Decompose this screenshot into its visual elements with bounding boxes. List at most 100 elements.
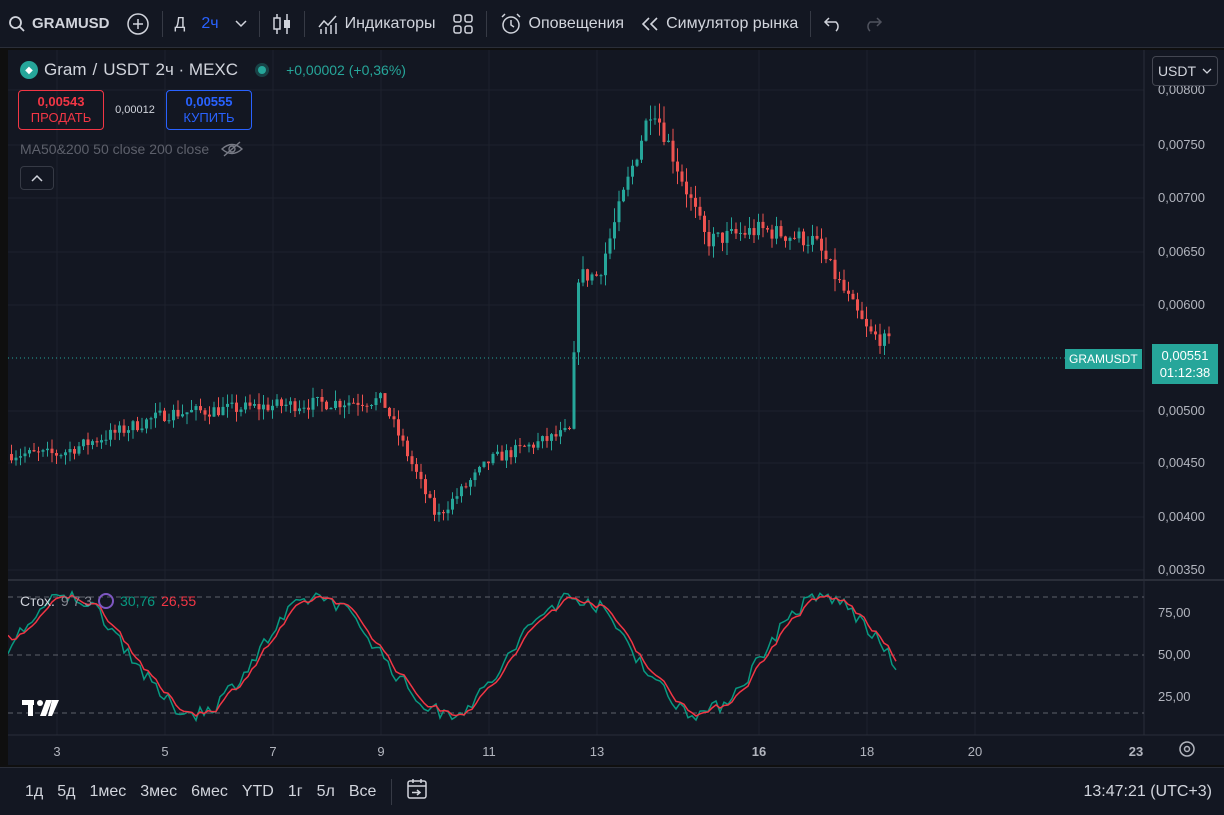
- calendar-arrow-icon: [407, 779, 428, 799]
- candle-body: [257, 404, 261, 410]
- templates-button[interactable]: [444, 0, 482, 47]
- candle-body: [626, 176, 630, 190]
- time-tick: 18: [860, 744, 874, 759]
- currency-select[interactable]: USDT: [1152, 56, 1218, 86]
- alarm-clock-icon: [501, 12, 521, 34]
- compare-button[interactable]: [118, 0, 158, 47]
- clock-timezone[interactable]: 13:47:21 (UTC+3): [1083, 768, 1212, 815]
- divider: [303, 10, 305, 37]
- undo-button[interactable]: [815, 0, 853, 47]
- collapse-legend-button[interactable]: [20, 166, 54, 190]
- candle-body: [158, 410, 162, 413]
- range-1d[interactable]: 1д: [25, 782, 44, 800]
- time-tick: 23: [1129, 744, 1143, 759]
- candle-body: [253, 404, 256, 406]
- stoch-name: Стох.: [20, 593, 55, 609]
- candle-body: [694, 197, 697, 207]
- ma-indicator-legend[interactable]: MA50&200 50 close 200 close: [20, 141, 244, 157]
- range-all[interactable]: Все: [348, 782, 377, 800]
- candle-body: [523, 445, 526, 447]
- eye-hidden-icon[interactable]: [221, 141, 244, 157]
- candle-body: [779, 226, 783, 237]
- goto-date-button[interactable]: [400, 777, 436, 806]
- indicators-button[interactable]: Индикаторы: [309, 0, 444, 47]
- candle-body: [244, 402, 247, 410]
- time-tick: 9: [377, 744, 384, 759]
- candle-body: [14, 457, 18, 461]
- market-open-dot-icon: [258, 66, 267, 74]
- range-ytd[interactable]: YTD: [241, 782, 274, 800]
- candle-body: [325, 401, 328, 410]
- rewind-icon: [641, 16, 658, 31]
- price-tick: 0,00450: [1158, 455, 1205, 470]
- candle-body: [622, 189, 625, 202]
- range-1m[interactable]: 1мес: [89, 782, 127, 800]
- buy-price: 0,00555: [185, 94, 233, 109]
- candle-body: [469, 480, 472, 487]
- candle-body: [658, 118, 661, 123]
- candle-body: [41, 450, 45, 452]
- stoch-legend[interactable]: Стох. 9 7 3 30,76 26,55: [20, 593, 196, 609]
- sell-button[interactable]: 0,00543 ПРОДАТЬ: [18, 90, 104, 130]
- chart-area[interactable]: 0,00800 0,00750 0,00700 0,00650 0,00600 …: [8, 50, 1224, 765]
- indicators-icon: [318, 15, 337, 34]
- candle-body: [37, 451, 40, 453]
- replay-button[interactable]: Симулятор рынка: [632, 0, 806, 47]
- range-5d[interactable]: 5д: [57, 782, 76, 800]
- redo-button[interactable]: [853, 0, 891, 47]
- candle-body: [775, 226, 778, 239]
- candle-body: [608, 238, 612, 254]
- range-6m[interactable]: 6мес: [191, 782, 228, 800]
- candle-body: [478, 466, 481, 473]
- range-1y[interactable]: 1г: [287, 782, 303, 800]
- candle-body: [496, 451, 499, 454]
- range-3m[interactable]: 3мес: [140, 782, 178, 800]
- buy-button[interactable]: 0,00555 КУПИТЬ: [166, 90, 252, 130]
- candle-body: [424, 479, 427, 495]
- candle-body: [77, 446, 81, 454]
- candle-body: [10, 454, 13, 461]
- candle-body: [68, 449, 72, 453]
- price-tick: 0,00500: [1158, 403, 1205, 418]
- candle-body: [793, 237, 796, 239]
- candle-body: [239, 409, 243, 412]
- candle-body: [320, 397, 324, 402]
- candle-body: [181, 414, 184, 417]
- candle-body: [406, 440, 409, 457]
- tradingview-logo-icon[interactable]: [22, 698, 60, 723]
- candle-body: [86, 439, 90, 446]
- time-tick: 11: [482, 744, 496, 759]
- price-axis[interactable]: 0,00800 0,00750 0,00700 0,00650 0,00600 …: [1158, 82, 1205, 577]
- candle-body: [721, 232, 724, 243]
- interval-button[interactable]: 2ч: [193, 0, 226, 47]
- alerts-button[interactable]: Оповещения: [491, 0, 633, 47]
- period-day-button[interactable]: Д: [167, 0, 194, 47]
- candle-body: [788, 237, 792, 241]
- interval-dropdown[interactable]: [227, 0, 255, 47]
- ma-label: MA50&200 50 close 200 close: [20, 141, 210, 157]
- symbol-search-button[interactable]: GRAMUSD: [0, 0, 118, 47]
- candle-body: [289, 401, 292, 405]
- candle-body: [851, 293, 855, 300]
- time-tick: 7: [269, 744, 276, 759]
- chart-type-button[interactable]: [264, 0, 300, 47]
- candle-body: [667, 140, 670, 142]
- candle-body: [887, 333, 891, 337]
- candle-body: [770, 229, 774, 239]
- candle-body: [32, 450, 36, 452]
- candle-body: [586, 269, 589, 281]
- chart-canvas[interactable]: 0,00800 0,00750 0,00700 0,00650 0,00600 …: [8, 50, 1224, 765]
- candle-body: [685, 181, 688, 195]
- candle-body: [847, 290, 850, 294]
- candle-body: [568, 427, 571, 429]
- time-axis[interactable]: 3 5 7 9 11 13 16 18 20 23: [53, 744, 1143, 759]
- range-5y[interactable]: 5л: [316, 782, 335, 800]
- candle-body: [190, 409, 193, 413]
- interval-exchange: 2ч · MEXC: [155, 60, 239, 79]
- candle-body: [176, 409, 180, 417]
- chevron-up-icon: [31, 174, 43, 182]
- auto-scale-settings-icon[interactable]: [1178, 740, 1196, 763]
- divider: [391, 778, 393, 805]
- candle-body: [581, 269, 585, 283]
- candle-body: [635, 159, 639, 166]
